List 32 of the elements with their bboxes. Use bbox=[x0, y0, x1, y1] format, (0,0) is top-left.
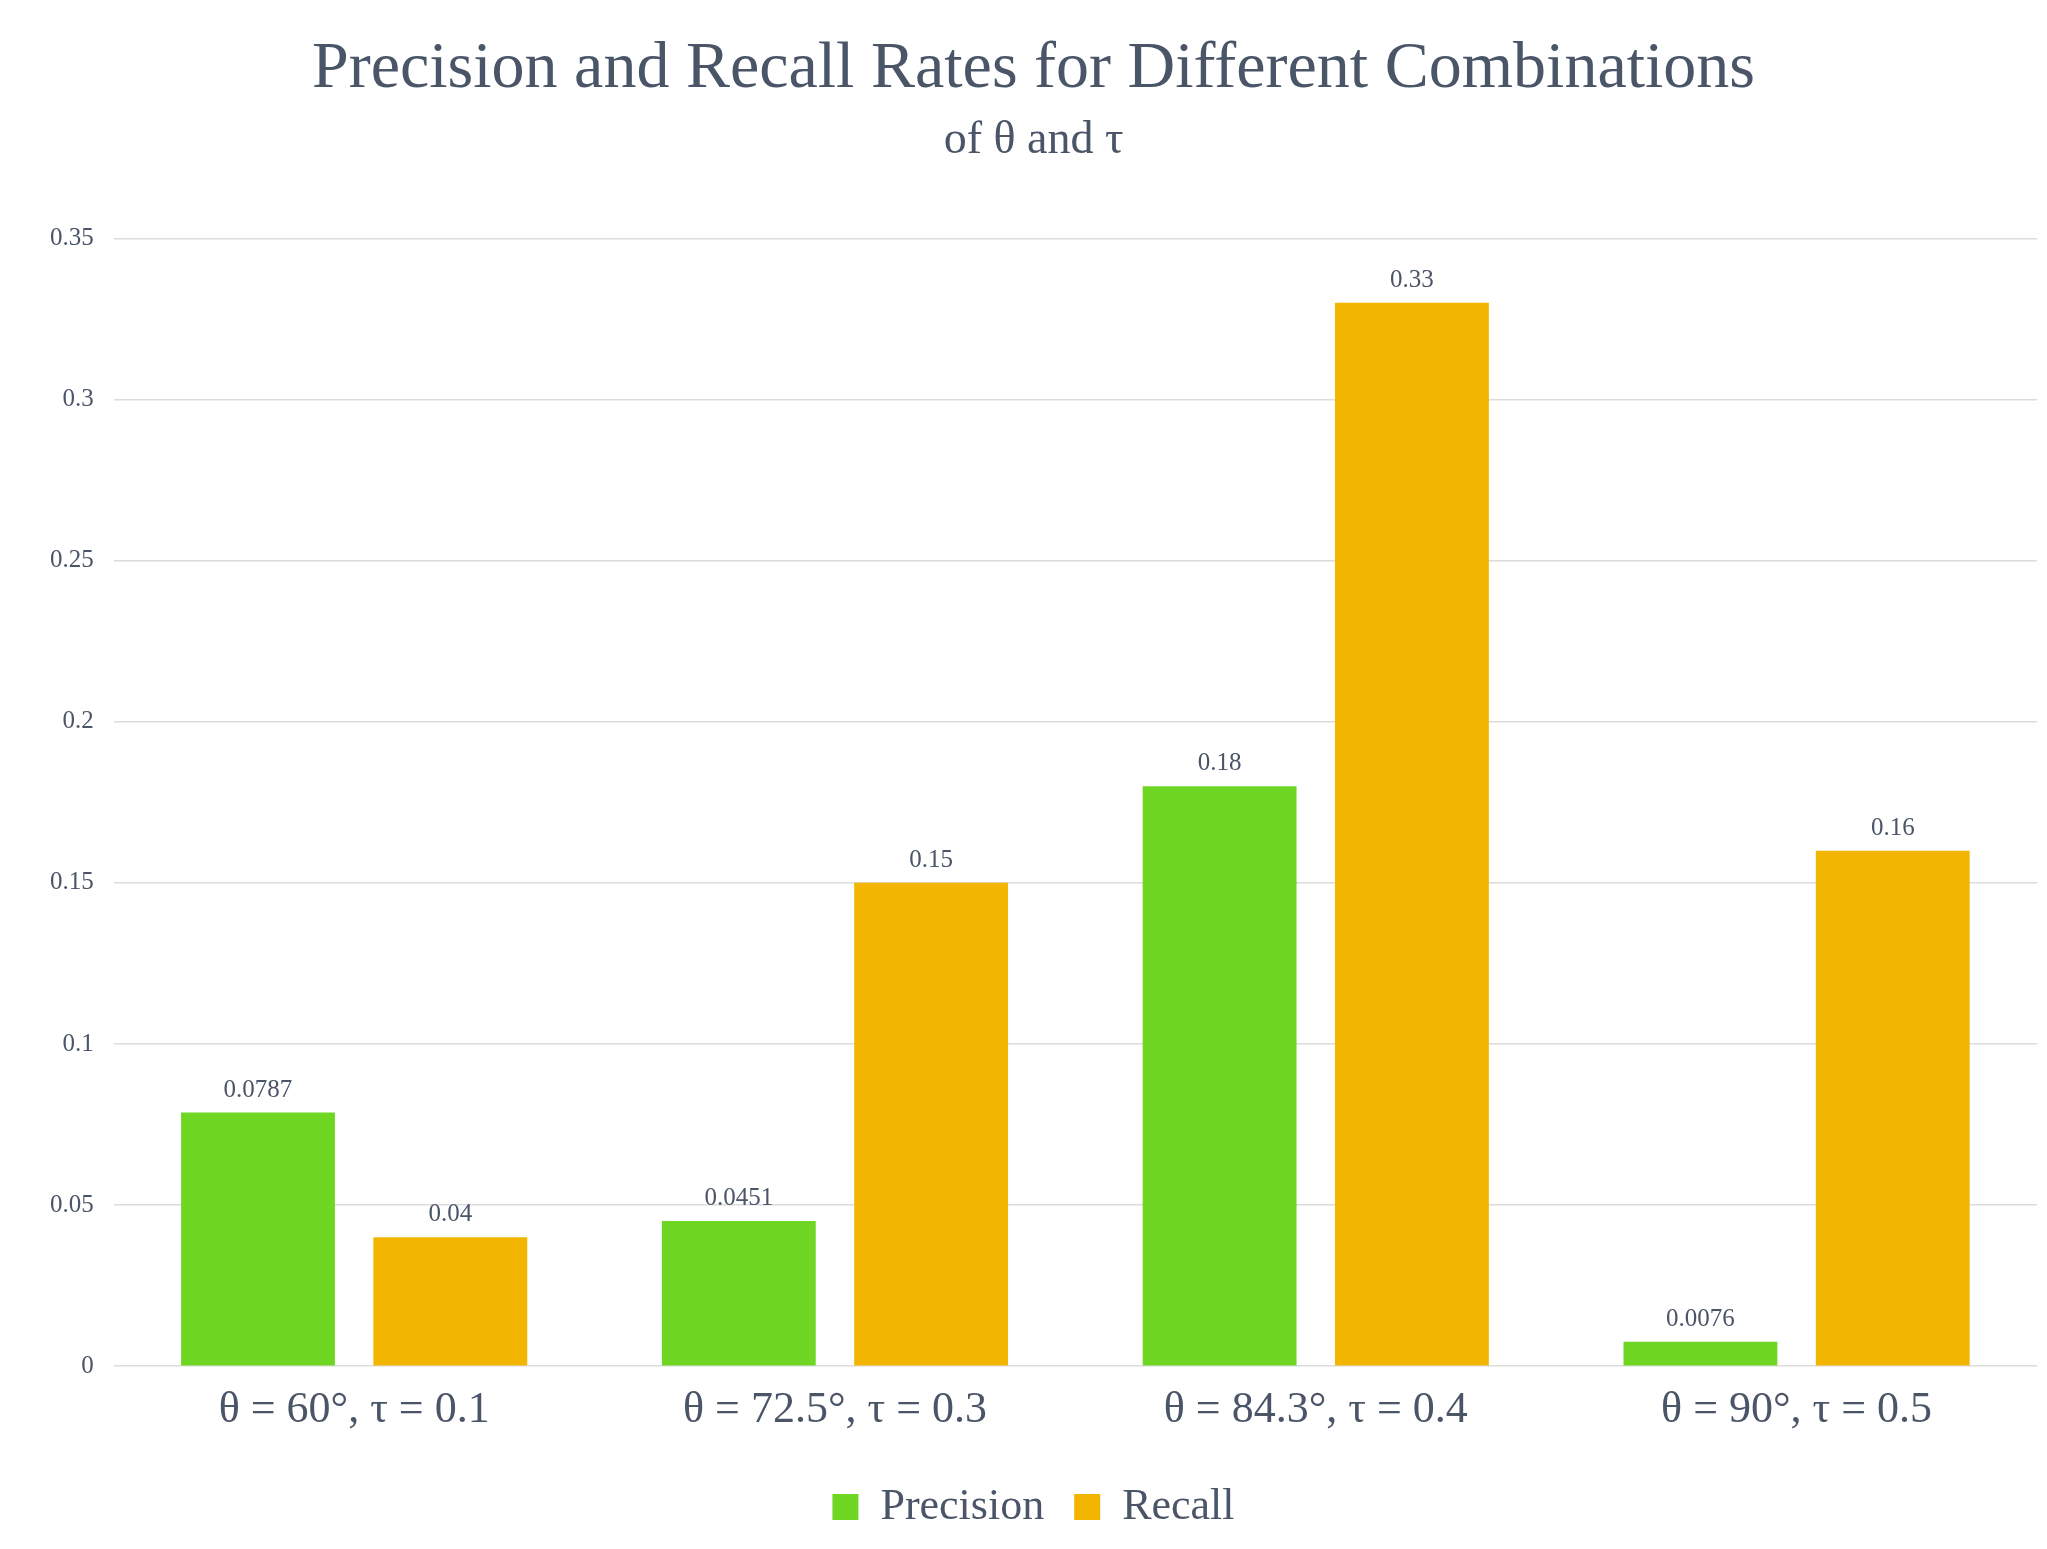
bar bbox=[661, 1220, 816, 1366]
bar bbox=[1623, 1341, 1778, 1366]
bar bbox=[1815, 850, 1970, 1366]
bar bbox=[373, 1237, 528, 1366]
legend-label: Precision bbox=[880, 1479, 1045, 1529]
data-label: 0.0451 bbox=[704, 1182, 774, 1210]
bar bbox=[1142, 786, 1297, 1366]
y-tick-label: 0.3 bbox=[62, 384, 94, 412]
y-tick-label: 0.1 bbox=[62, 1028, 94, 1056]
y-tick-label: 0.15 bbox=[50, 867, 94, 895]
chart-title: Precision and Recall Rates for Different Combinations bbox=[311, 27, 1756, 101]
data-label: 0.16 bbox=[1870, 812, 1915, 840]
bar bbox=[854, 882, 1009, 1366]
bar bbox=[1335, 302, 1489, 1366]
x-tick-label: θ = 72.5°, τ = 0.3 bbox=[682, 1383, 987, 1433]
data-label: 0.04 bbox=[428, 1199, 473, 1227]
data-label: 0.33 bbox=[1390, 264, 1434, 292]
y-tick-label: 0 bbox=[81, 1350, 94, 1378]
y-tick-label: 0.2 bbox=[62, 706, 94, 734]
x-tick-label: θ = 84.3°, τ = 0.4 bbox=[1163, 1383, 1468, 1433]
bar bbox=[181, 1112, 335, 1366]
data-label: 0.15 bbox=[909, 844, 954, 872]
legend-label: Recall bbox=[1122, 1479, 1235, 1529]
data-label: 0.0787 bbox=[223, 1074, 293, 1102]
x-tick-label: θ = 60°, τ = 0.1 bbox=[218, 1383, 490, 1433]
y-tick-label: 0.25 bbox=[50, 545, 94, 573]
y-tick-label: 0.35 bbox=[50, 222, 94, 250]
chart-subtitle: of θ and τ bbox=[943, 111, 1124, 163]
data-label: 0.18 bbox=[1197, 748, 1242, 776]
data-label: 0.0076 bbox=[1666, 1303, 1735, 1331]
x-tick-label: θ = 90°, τ = 0.5 bbox=[1661, 1383, 1933, 1433]
y-tick-label: 0.05 bbox=[50, 1189, 94, 1217]
